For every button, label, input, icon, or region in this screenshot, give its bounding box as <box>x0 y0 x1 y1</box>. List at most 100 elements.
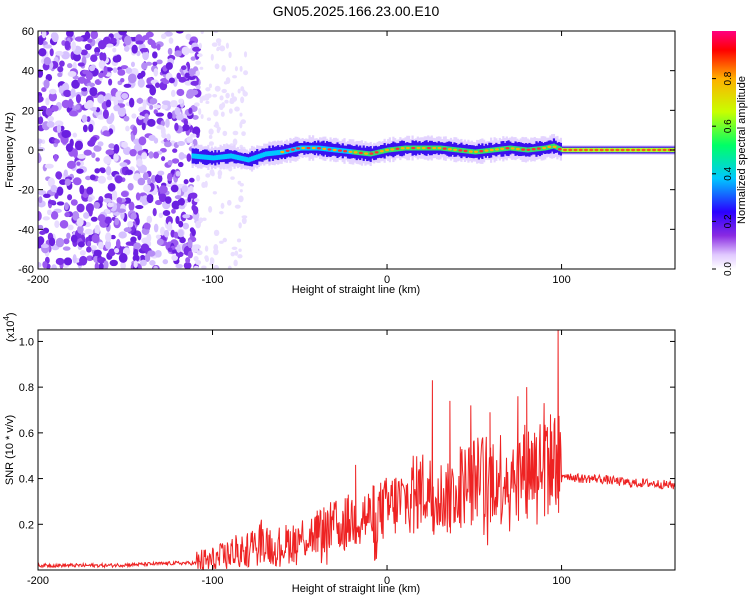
noise-blob <box>80 49 88 56</box>
ridge-mid <box>483 148 486 154</box>
noise-blob <box>149 260 156 266</box>
noise-blob-faint <box>243 51 248 58</box>
ridge-mid <box>661 147 664 153</box>
noise-blob <box>178 98 184 104</box>
noise-blob <box>71 79 80 89</box>
noise-blob <box>120 77 125 83</box>
ridge-mid <box>210 155 213 161</box>
noise-blob <box>153 265 159 269</box>
noise-blob <box>160 120 165 127</box>
noise-blob <box>38 111 42 118</box>
noise-blob <box>90 216 98 222</box>
ridge-peak <box>510 147 515 150</box>
noise-blob <box>135 40 144 45</box>
noise-blob-faint <box>239 112 243 117</box>
noise-blob <box>138 136 147 146</box>
noise-blob-faint <box>201 95 207 101</box>
noise-blob <box>97 141 104 147</box>
noise-blob <box>98 72 104 79</box>
noise-blob <box>128 97 135 108</box>
ridge-mid <box>242 156 245 162</box>
ridge-mid <box>608 147 611 153</box>
noise-blob <box>99 51 104 61</box>
noise-blob-faint <box>232 138 238 146</box>
ridge-peak <box>542 146 547 150</box>
ridge-mid <box>566 147 569 153</box>
noise-blob <box>175 113 184 121</box>
noise-blob <box>167 221 172 230</box>
ridge-mid <box>493 147 496 153</box>
noise-blob <box>142 99 147 109</box>
ridge-mid <box>629 147 632 153</box>
noise-blob <box>178 220 184 228</box>
noise-blob <box>135 205 144 210</box>
ridge-peak <box>536 147 541 150</box>
noise-blob <box>70 234 78 243</box>
noise-blob <box>42 261 48 269</box>
ridge-mid <box>404 145 407 151</box>
noise-blob <box>54 138 60 144</box>
ridge-mid <box>572 147 575 153</box>
noise-blob-faint <box>211 171 215 177</box>
noise-blob <box>149 97 158 105</box>
noise-blob-faint <box>225 42 230 49</box>
noise-blob <box>120 261 127 269</box>
noise-blob <box>124 45 130 52</box>
noise-blob-faint <box>225 92 230 99</box>
noise-blob <box>42 216 50 221</box>
noise-blob <box>77 241 85 248</box>
ridge-mid <box>462 148 465 154</box>
ridge-mid <box>216 155 219 161</box>
noise-blob <box>115 238 121 249</box>
ridge-peak <box>432 146 437 150</box>
ridge-peak <box>505 147 510 150</box>
ridge-mid <box>299 145 302 151</box>
noise-blob <box>76 168 84 174</box>
ridge-mid <box>556 145 559 151</box>
colorbar: 0.0 0.2 0.4 0.6 0.8 Normalized spectral ampl… <box>712 31 748 276</box>
noise-blob <box>97 214 106 222</box>
noise-blob <box>38 95 44 103</box>
ridge-mid <box>346 148 350 154</box>
noise-blob-faint <box>195 60 201 65</box>
noise-blob <box>185 257 191 264</box>
noise-blob <box>142 34 150 41</box>
snr-x-tick-label: 100 <box>552 575 570 587</box>
ridge-mid <box>409 145 412 151</box>
noise-blob <box>138 115 144 120</box>
noise-blob <box>142 50 149 61</box>
noise-blob-faint <box>242 91 248 97</box>
noise-blob <box>132 254 140 262</box>
noise-blob <box>164 196 172 204</box>
svg-text:(x104): (x104) <box>2 312 17 342</box>
noise-blob-faint <box>223 81 228 85</box>
noise-blob <box>95 157 100 162</box>
noise-blob <box>136 158 143 167</box>
noise-blob <box>97 175 107 184</box>
noise-blob-faint <box>232 130 239 136</box>
ridge-mid <box>226 153 229 159</box>
noise-blob-faint <box>201 181 207 189</box>
noise-blob <box>124 197 132 204</box>
ridge-mid <box>238 155 241 161</box>
noise-blob <box>89 86 98 97</box>
ridge-mid <box>603 147 606 153</box>
colorbar-tick-label: 0.0 <box>723 262 734 276</box>
noise-blob <box>87 38 93 43</box>
noise-blob <box>175 263 183 269</box>
noise-blob-faint <box>240 96 245 104</box>
noise-blob <box>116 197 123 204</box>
ridge-peak <box>552 145 557 149</box>
noise-blob <box>182 214 191 219</box>
ridge-peak <box>306 146 311 150</box>
noise-blob <box>55 257 65 266</box>
noise-blob <box>146 193 154 204</box>
noise-blob <box>84 228 94 235</box>
ridge-mid <box>394 146 397 152</box>
noise-blob-faint <box>231 246 238 250</box>
noise-blob <box>77 62 85 67</box>
noise-blob <box>63 89 72 98</box>
noise-blob <box>143 222 151 230</box>
noise-blob-faint <box>221 64 226 72</box>
noise-blob <box>132 125 138 136</box>
